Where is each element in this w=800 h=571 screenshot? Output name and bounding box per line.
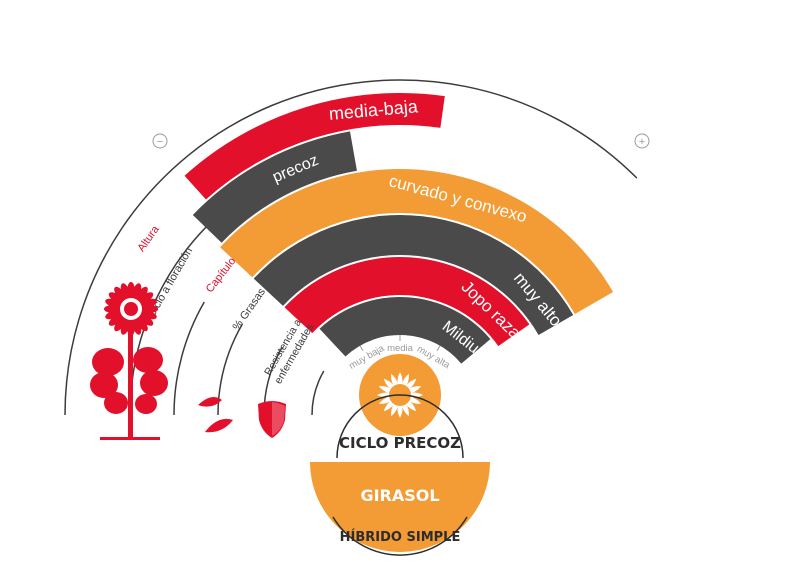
badge-band xyxy=(310,462,490,552)
bar-4 xyxy=(253,215,574,335)
row-label-3: Capítulo xyxy=(204,255,239,295)
bar-1 xyxy=(184,92,445,200)
scale-tick xyxy=(359,345,364,352)
scale-level-label: media xyxy=(387,343,414,354)
shield-icon xyxy=(258,401,286,438)
seeds-icon xyxy=(198,396,233,433)
guide-arc xyxy=(64,79,638,416)
guide-arc xyxy=(217,323,244,416)
svg-text:−: − xyxy=(157,136,163,148)
guide-arc xyxy=(173,301,205,416)
scale-tick xyxy=(436,345,441,352)
sunflower-plant-icon xyxy=(90,282,168,440)
bar-5 xyxy=(284,256,530,347)
bar-2 xyxy=(192,131,357,243)
bar-3 xyxy=(220,168,614,314)
badge-subtitle: HÍBRIDO SIMPLE xyxy=(340,529,461,545)
row-label-4: % Grasas xyxy=(231,286,269,333)
svg-text:+: + xyxy=(639,136,645,148)
bar-6 xyxy=(319,296,491,364)
badge-product: GIRASOL xyxy=(360,486,439,505)
guide-arc xyxy=(311,370,325,416)
badge-top-arc xyxy=(336,394,464,459)
variety-badge: CICLO PRECOZ GIRASOL HÍBRIDO SIMPLE xyxy=(310,394,490,556)
badge-bottom-arc xyxy=(332,516,468,556)
row-label-1: Altura xyxy=(135,223,162,254)
badge-title: CICLO PRECOZ xyxy=(339,434,461,452)
row-label-5: Resistencia aenfermedades xyxy=(261,315,316,386)
scale-minus-marker: − xyxy=(152,133,168,149)
scale-plus-marker: + xyxy=(634,133,650,149)
